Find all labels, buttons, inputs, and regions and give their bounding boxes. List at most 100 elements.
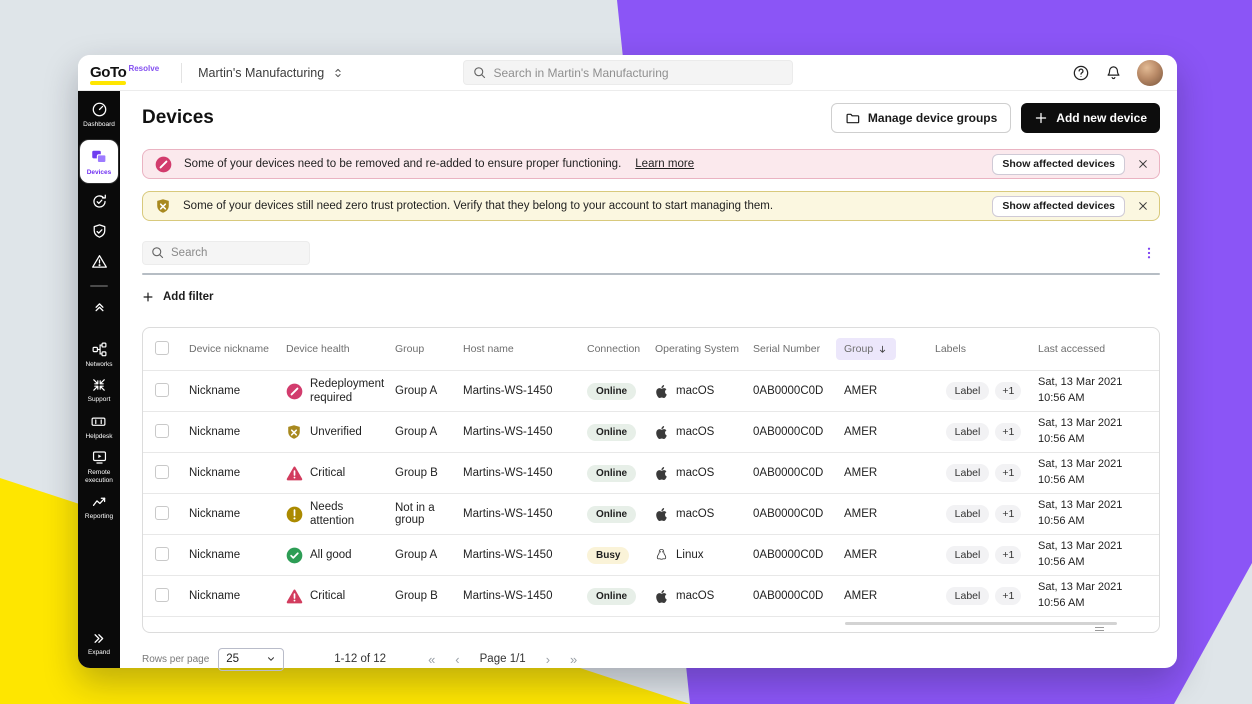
goto-logo-product: Resolve [128, 64, 159, 73]
notifications-bell-icon[interactable] [1105, 64, 1122, 82]
sidebar-collapse-button[interactable] [92, 299, 107, 314]
sidebar-item-remote-execution[interactable]: Remote execution [79, 449, 119, 484]
connection-badge: Online [587, 383, 636, 400]
label-more-pill[interactable]: +1 [995, 587, 1021, 605]
table-body: Nickname Redeployment required Group A M… [143, 370, 1159, 616]
table-options-kebab-icon[interactable] [1142, 246, 1160, 260]
sidebar-item-networks[interactable]: Networks [85, 341, 112, 368]
cell-group-sorted: AMER [844, 385, 935, 397]
cell-connection: Busy [587, 547, 655, 564]
sidebar-label-devices: Devices [87, 169, 112, 176]
table-row[interactable]: Nickname Unverified Group A Martins-WS-1… [143, 411, 1159, 452]
header-device-health[interactable]: Device health [286, 343, 395, 355]
table-row[interactable]: Nickname Critical Group B Martins-WS-145… [143, 575, 1159, 616]
header-device-nickname[interactable]: Device nickname [189, 343, 286, 355]
row-checkbox[interactable] [155, 465, 169, 479]
scrollbar-handle[interactable] [1095, 627, 1104, 631]
row-checkbox[interactable] [155, 588, 169, 602]
sidebar-item-reporting[interactable]: Reporting [85, 493, 113, 520]
sidebar-item-devices[interactable]: Devices [80, 140, 118, 182]
header-serial-number[interactable]: Serial Number [753, 343, 844, 355]
header-host-name[interactable]: Host name [463, 343, 587, 355]
table-row[interactable]: Nickname Needs attention Not in a group … [143, 493, 1159, 534]
table-bottom-strip [143, 616, 1159, 632]
cell-device-health: Critical [286, 588, 395, 605]
pagination-range: 1-12 of 12 [334, 653, 386, 665]
org-switcher[interactable]: Martin's Manufacturing [198, 66, 344, 80]
horizontal-scrollbar[interactable] [845, 622, 1117, 625]
table-search-input[interactable] [142, 241, 310, 265]
table-row[interactable]: Nickname All good Group A Martins-WS-145… [143, 534, 1159, 575]
label-more-pill[interactable]: +1 [995, 464, 1021, 482]
label-more-pill[interactable]: +1 [995, 546, 1021, 564]
desktop-background: GoTo Resolve Martin's Manufacturing [0, 0, 1252, 704]
logo-underline [90, 81, 126, 85]
rows-per-page-select[interactable]: 25 [218, 648, 284, 671]
label-more-pill[interactable]: +1 [995, 505, 1021, 523]
cell-device-health: All good [286, 547, 395, 564]
header-last-accessed[interactable]: Last accessed [1038, 343, 1147, 355]
label-pill[interactable]: Label [946, 382, 990, 400]
header-operating-system[interactable]: Operating System [655, 343, 753, 355]
sidebar-item-helpdesk[interactable]: Helpdesk [85, 413, 112, 440]
label-pill[interactable]: Label [946, 505, 990, 523]
global-search-input[interactable] [463, 60, 793, 85]
help-icon[interactable] [1072, 64, 1090, 82]
add-filter-button[interactable]: Add filter [142, 289, 1160, 305]
label-pill[interactable]: Label [946, 587, 990, 605]
search-icon [150, 245, 165, 265]
previous-page-button[interactable]: ‹ [455, 653, 459, 666]
label-more-pill[interactable]: +1 [995, 382, 1021, 400]
show-affected-devices-button[interactable]: Show affected devices [992, 154, 1125, 175]
manage-device-groups-button[interactable]: Manage device groups [831, 103, 1011, 133]
sidebar-item-alerts[interactable] [91, 253, 108, 270]
select-all-checkbox[interactable] [155, 341, 169, 355]
toolbar-divider [142, 273, 1160, 275]
sidebar-item-updates[interactable] [91, 193, 108, 210]
row-checkbox[interactable] [155, 547, 169, 561]
cell-group-sorted: AMER [844, 426, 935, 438]
close-icon[interactable] [1137, 200, 1149, 212]
cell-labels: Label +1 [935, 464, 1038, 482]
connection-badge: Online [587, 506, 636, 523]
header-labels[interactable]: Labels [935, 343, 1038, 355]
row-checkbox[interactable] [155, 506, 169, 520]
row-checkbox[interactable] [155, 424, 169, 438]
close-icon[interactable] [1137, 158, 1149, 170]
sidebar-item-dashboard[interactable]: Dashboard [83, 101, 115, 128]
learn-more-link[interactable]: Learn more [635, 158, 694, 170]
sidebar-item-protection[interactable] [91, 223, 108, 240]
sidebar-expand-button[interactable]: Expand [88, 631, 110, 656]
header-connection[interactable]: Connection [587, 343, 655, 355]
cell-labels: Label +1 [935, 505, 1038, 523]
table-search [142, 241, 310, 265]
label-pill[interactable]: Label [946, 546, 990, 564]
sidebar-label-remote-execution: Remote execution [79, 469, 119, 484]
show-affected-devices-button[interactable]: Show affected devices [992, 196, 1125, 217]
table-row[interactable]: Nickname Critical Group B Martins-WS-145… [143, 452, 1159, 493]
add-new-device-button[interactable]: Add new device [1021, 103, 1160, 133]
sidebar-item-support[interactable]: Support [88, 377, 111, 403]
user-avatar[interactable] [1137, 60, 1163, 86]
top-bar: GoTo Resolve Martin's Manufacturing [78, 55, 1177, 91]
alert-banner-zero-trust: Some of your devices still need zero tru… [142, 191, 1160, 221]
goto-logo: GoTo Resolve [90, 64, 159, 82]
plus-icon [142, 291, 154, 303]
devices-table: Device nickname Device health Group Host… [142, 327, 1160, 633]
table-row[interactable]: Nickname Redeployment required Group A M… [143, 370, 1159, 411]
header-group[interactable]: Group [395, 343, 463, 355]
cell-last-accessed: Sat, 13 Mar 2021 10:56 AM [1038, 539, 1147, 571]
cell-device-health: Redeployment required [286, 377, 395, 406]
label-pill[interactable]: Label [946, 464, 990, 482]
cell-serial-number: 0AB0000C0D [753, 590, 844, 602]
first-page-button[interactable]: « [428, 653, 435, 666]
row-checkbox[interactable] [155, 383, 169, 397]
cell-connection: Online [587, 383, 655, 400]
next-page-button[interactable]: › [546, 653, 550, 666]
apple-icon [655, 467, 668, 480]
header-group-sorted[interactable]: Group [836, 338, 896, 360]
last-page-button[interactable]: » [570, 653, 577, 666]
rows-per-page-label: Rows per page [142, 654, 209, 665]
label-more-pill[interactable]: +1 [995, 423, 1021, 441]
label-pill[interactable]: Label [946, 423, 990, 441]
